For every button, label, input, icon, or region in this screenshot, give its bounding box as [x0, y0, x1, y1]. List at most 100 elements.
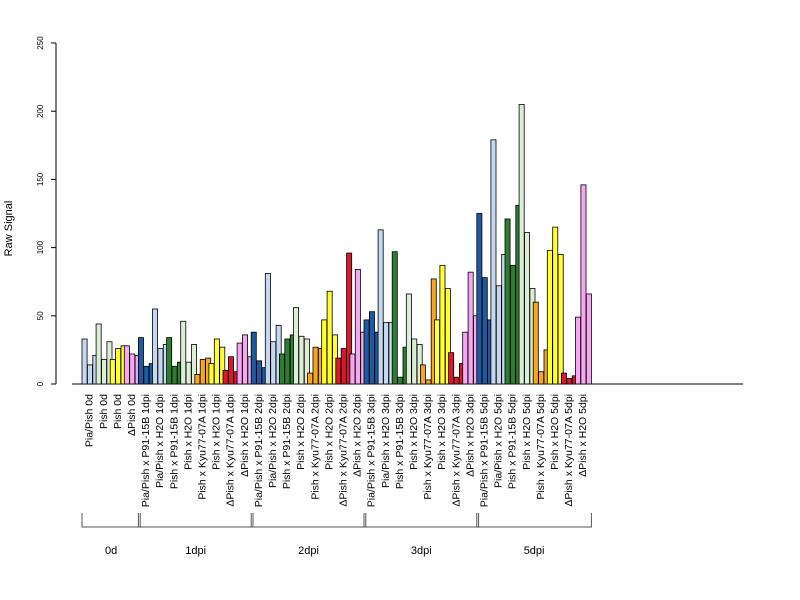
category-label: Pish x H2O 5dpi	[521, 394, 533, 470]
category-label: Pia/Pish x H2O 2dpi	[267, 394, 279, 488]
bar	[264, 273, 271, 385]
category-label: Pish x P91-15B 5dpi	[507, 394, 519, 489]
bar	[524, 232, 530, 385]
group-bracket	[250, 513, 367, 528]
bar	[152, 308, 158, 385]
category-label: Pia/Pish x P91-15B 3dpi	[366, 394, 378, 507]
bar	[157, 348, 164, 385]
bar	[481, 277, 488, 385]
bar	[101, 359, 107, 385]
category-labels: Pia/Pish 0d Pish 0d Pish 0d ΔPish 0d Pia/Pis…	[84, 394, 590, 507]
bar	[222, 369, 229, 385]
category-label: ΔPish x H2O 1dpi	[239, 394, 251, 477]
bar	[518, 103, 525, 385]
bar	[143, 365, 150, 385]
bar	[278, 353, 285, 385]
group-label: 5dpi	[524, 545, 545, 557]
bar	[425, 379, 432, 385]
bar	[293, 307, 299, 385]
bar	[219, 346, 226, 385]
bar	[383, 322, 389, 385]
category-label: ΔPish x Kyu77-07A 5dpi	[563, 394, 575, 507]
category-label: Pish x Kyu77-07A 5dpi	[535, 394, 547, 500]
bar	[504, 218, 511, 385]
bar	[213, 338, 220, 385]
group-label: 0d	[105, 545, 117, 557]
category-label: Pish x P91-15B 2dpi	[281, 394, 293, 489]
category-label: Pia/Pish x H2O 5dpi	[493, 394, 505, 488]
category-label: Pish x H2O 1dpi	[211, 394, 223, 470]
y-tick-label: 50	[36, 311, 45, 320]
group-label: 3dpi	[411, 545, 432, 557]
bar	[123, 345, 130, 385]
bar	[391, 251, 398, 385]
y-tick-label: 250	[36, 36, 45, 50]
bar	[180, 320, 187, 385]
bar	[95, 323, 102, 385]
group-bracket	[363, 513, 480, 528]
bar	[377, 229, 384, 385]
bar	[462, 331, 469, 385]
bar	[467, 271, 474, 385]
category-label: Pish 0d	[112, 394, 124, 429]
bar	[580, 184, 587, 385]
category-label: Pish x H2O 1dpi	[182, 394, 194, 470]
y-tick-label: 150	[36, 172, 45, 186]
category-label: Pish x P91-15B 1dpi	[168, 394, 180, 489]
bar	[419, 364, 426, 385]
bar	[250, 331, 257, 385]
bar	[242, 334, 248, 385]
group-label: 2dpi	[298, 545, 319, 557]
category-label: ΔPish x Kyu77-07A 2dpi	[338, 394, 350, 507]
category-label: Pia/Pish x P91-15B 1dpi	[140, 394, 152, 507]
bar	[298, 335, 305, 385]
bar	[354, 269, 361, 385]
bar	[227, 356, 234, 385]
bar	[109, 359, 116, 385]
y-tick-label: 200	[36, 104, 45, 118]
category-label: ΔPish x H2O 2dpi	[352, 394, 364, 477]
bar	[284, 338, 291, 385]
bar	[585, 293, 592, 385]
category-label: Pish x H2O 2dpi	[323, 394, 335, 470]
y-tick-label: 0	[36, 381, 45, 386]
category-label: Pish x Kyu77-07A 3dpi	[422, 394, 434, 500]
category-label: Pia/Pish x H2O 3dpi	[380, 394, 392, 488]
category-label: Pia/Pish x H2O 1dpi	[154, 394, 166, 488]
bar	[166, 337, 173, 385]
category-label: ΔPish x Kyu77-07A 1dpi	[225, 394, 237, 507]
bar	[307, 372, 314, 385]
bar	[561, 372, 567, 385]
bar	[575, 316, 581, 385]
bar	[340, 348, 347, 385]
bar	[495, 285, 502, 385]
bar	[411, 338, 418, 385]
category-label: ΔPish x Kyu77-07A 3dpi	[450, 394, 462, 507]
category-label: Pish x Kyu77-07A 1dpi	[197, 394, 209, 500]
category-label: Pish 0d	[98, 394, 110, 429]
category-label: Pish x P91-15B 3dpi	[394, 394, 406, 489]
bar	[444, 288, 451, 385]
bar	[566, 378, 573, 385]
group-label: 1dpi	[185, 545, 206, 557]
bar	[405, 293, 412, 385]
bar	[346, 252, 353, 385]
bar	[129, 353, 136, 385]
bar	[509, 264, 516, 385]
bar	[434, 319, 440, 385]
bar	[490, 139, 497, 385]
bar	[335, 357, 342, 385]
y-axis: 0 50 100 150 200 250 Raw Signal	[3, 36, 57, 386]
bar	[194, 374, 201, 385]
bar	[453, 376, 460, 385]
bar	[115, 348, 122, 385]
bar	[87, 364, 93, 385]
bar	[363, 319, 370, 385]
bar	[349, 353, 356, 385]
y-ticks: 0 50 100 150 200 250	[36, 36, 56, 386]
bar	[208, 363, 215, 385]
bar	[546, 249, 553, 385]
category-label: ΔPish x H2O 5dpi	[577, 394, 589, 477]
bar	[191, 344, 197, 385]
